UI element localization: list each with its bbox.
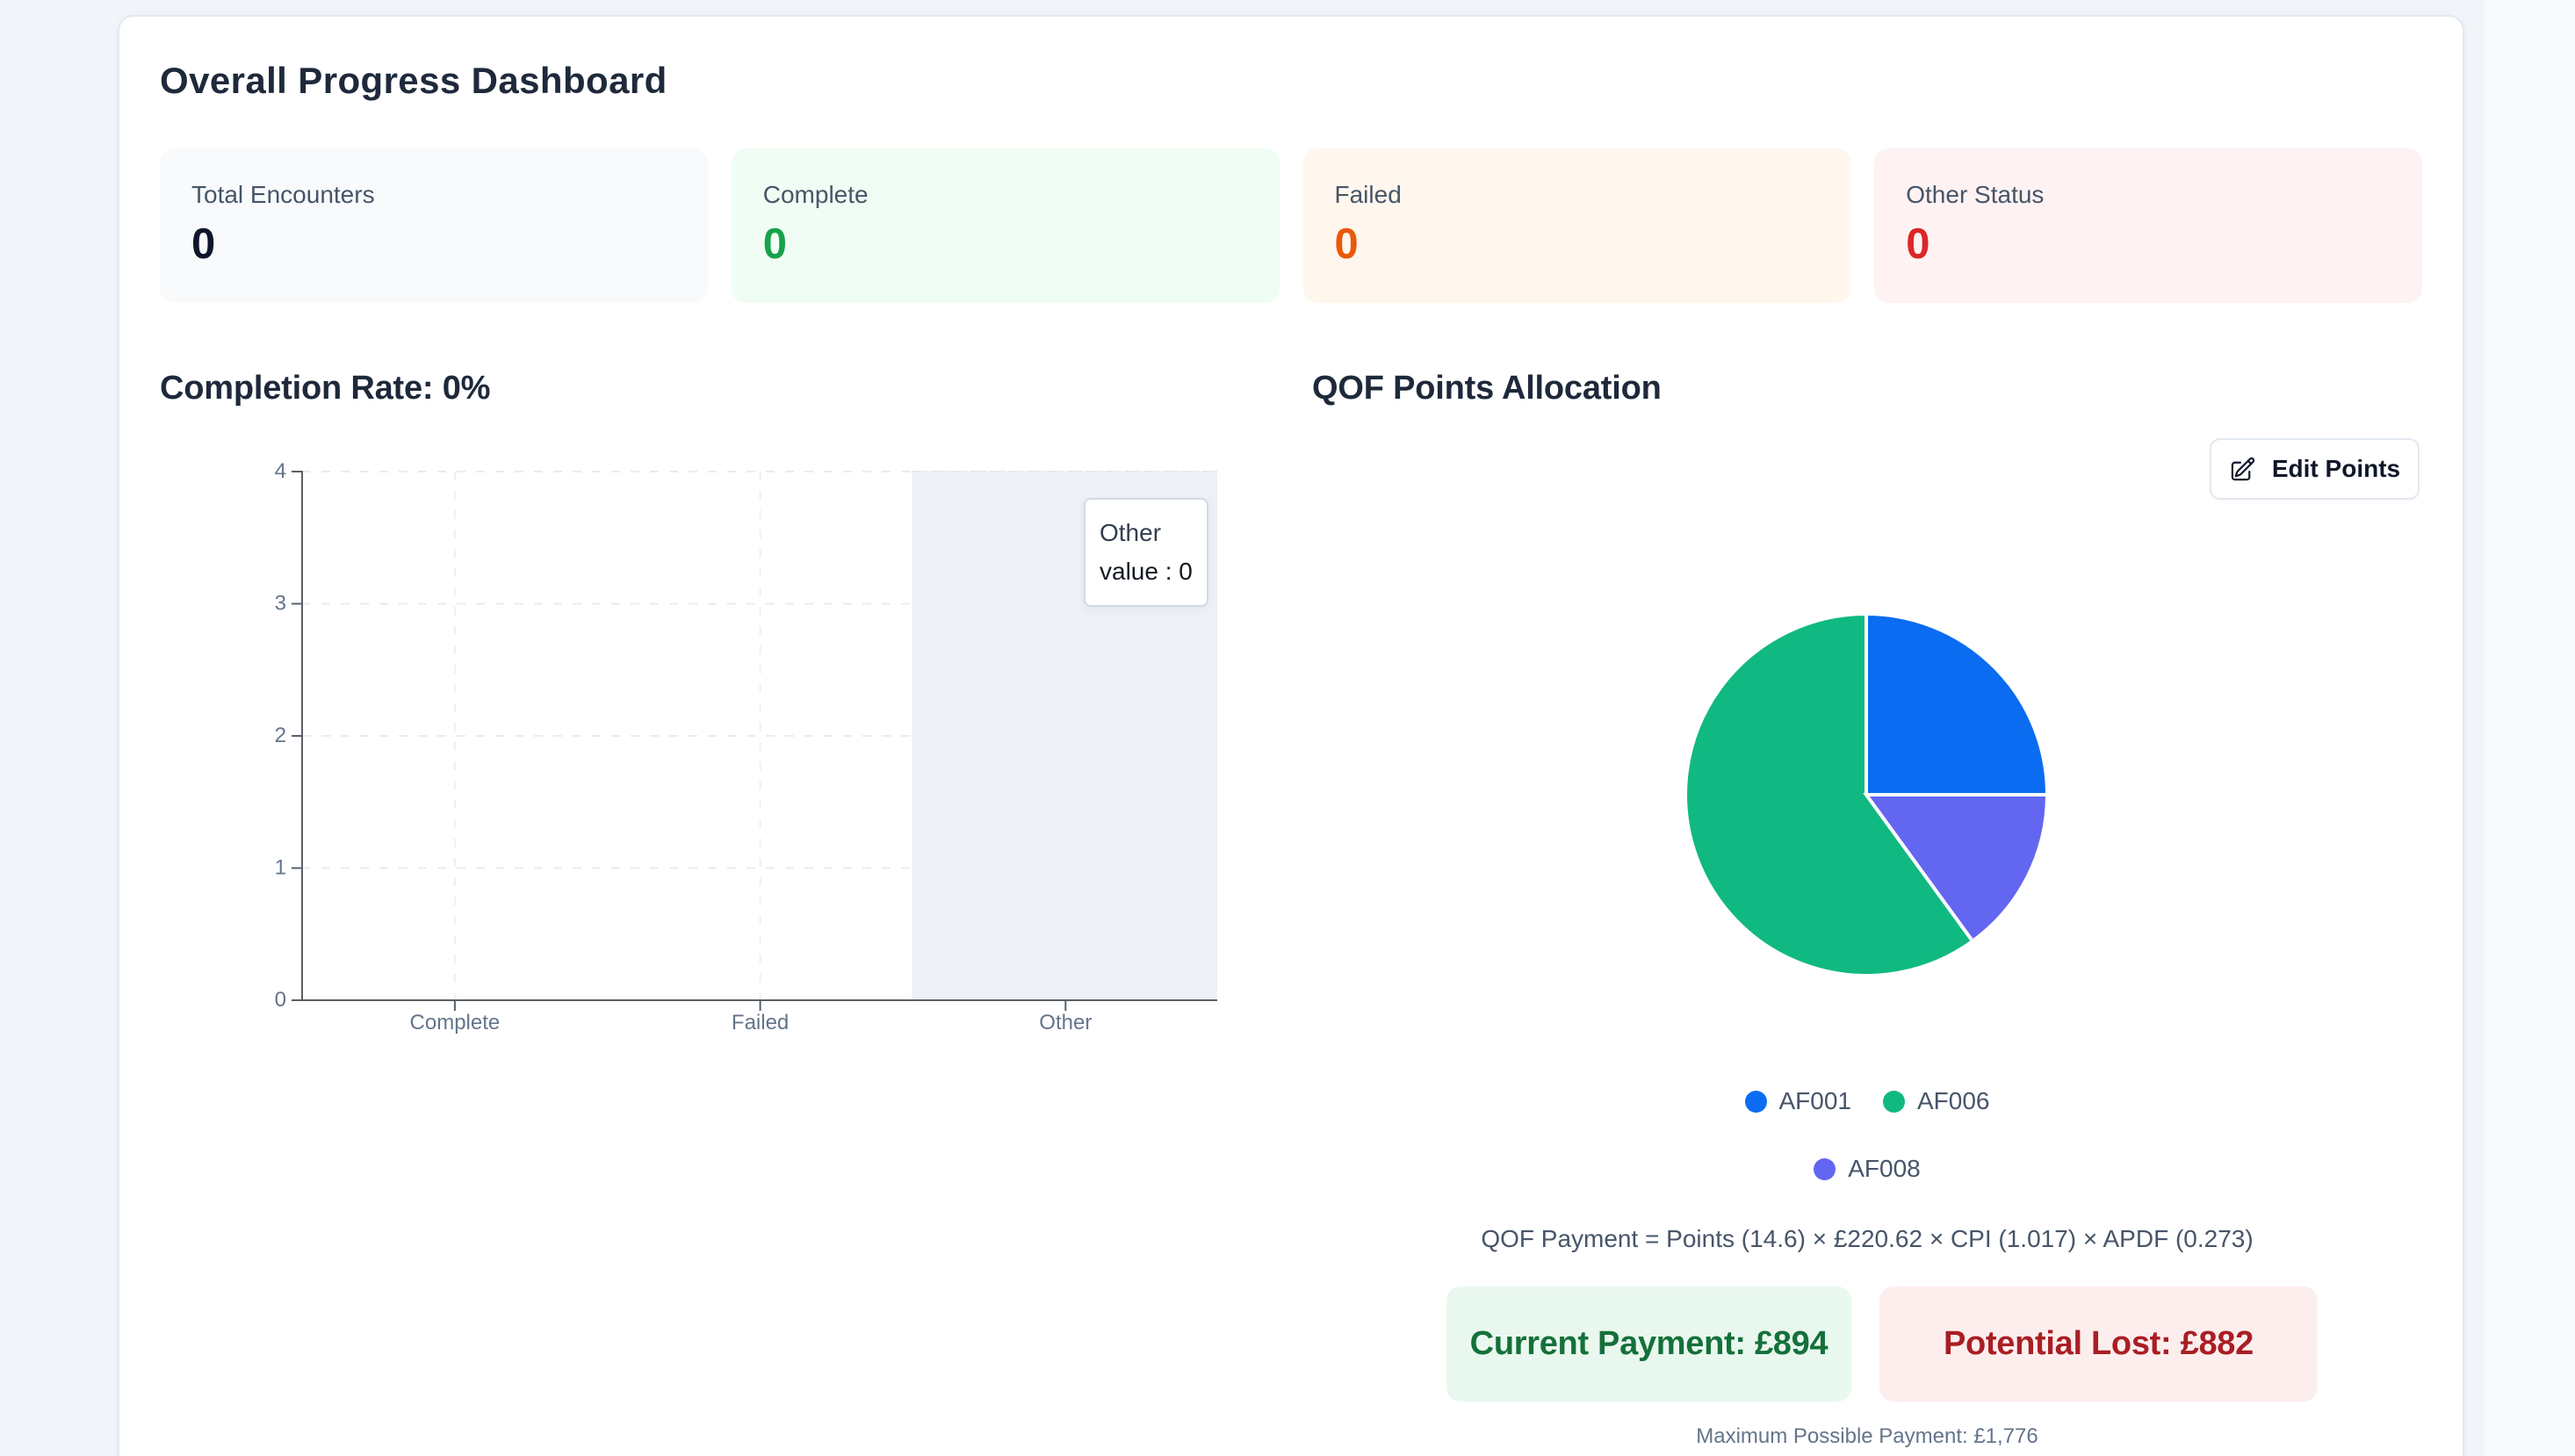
tooltip-category: Other xyxy=(1100,519,1162,546)
completion-rate-heading: Completion Rate: 0% xyxy=(160,370,491,407)
stat-value: 0 xyxy=(1906,220,1930,268)
stat-card-failed: Failed 0 xyxy=(1302,148,1851,303)
bar-x-axis-labels: Complete Failed Other xyxy=(410,1011,1093,1034)
svg-text:4: 4 xyxy=(275,459,286,483)
legend-label: AF006 xyxy=(1917,1087,1990,1114)
stats-row: Total Encounters 0 Complete 0 Failed 0 O… xyxy=(160,148,2422,303)
legend-item-af008[interactable]: AF008 xyxy=(1814,1151,1921,1186)
stat-label: Failed xyxy=(1334,181,1402,208)
svg-text:3: 3 xyxy=(275,592,286,616)
stat-label: Total Encounters xyxy=(191,181,375,208)
stat-card-complete: Complete 0 xyxy=(731,148,1280,303)
stat-value: 0 xyxy=(191,220,216,268)
pie-legend-row-2: AF008 xyxy=(1312,1151,2422,1186)
legend-dot-af008 xyxy=(1814,1157,1836,1180)
page-right-gutter xyxy=(2484,0,2575,1456)
legend-dot-af001 xyxy=(1744,1090,1767,1113)
bar-chart-tooltip: Other value : 0 xyxy=(1084,498,1208,607)
current-payment-box: Current Payment: £894 xyxy=(1446,1287,1851,1402)
page-title: Overall Progress Dashboard xyxy=(160,60,667,101)
svg-text:2: 2 xyxy=(275,724,286,747)
legend-item-af001[interactable]: AF001 xyxy=(1744,1084,1852,1119)
stat-card-total-encounters: Total Encounters 0 xyxy=(160,148,708,303)
stat-value: 0 xyxy=(1334,220,1359,268)
legend-label: AF008 xyxy=(1848,1155,1921,1182)
bar-y-axis-labels: 0 1 2 3 4 xyxy=(275,459,286,1012)
pie-slice-af001[interactable] xyxy=(1865,611,2050,796)
svg-text:0: 0 xyxy=(275,988,286,1012)
svg-text:1: 1 xyxy=(275,856,286,880)
pencil-square-icon xyxy=(2231,457,2254,480)
pie-slices xyxy=(1684,611,2050,977)
edit-points-label: Edit Points xyxy=(2271,455,2401,482)
legend-dot-af006 xyxy=(1883,1090,1905,1113)
svg-text:Complete: Complete xyxy=(410,1011,501,1034)
stat-label: Other Status xyxy=(1906,181,2045,208)
qof-pie-chart[interactable] xyxy=(1655,584,2077,1006)
dashboard-card: Overall Progress Dashboard Total Encount… xyxy=(118,15,2464,1456)
max-possible-payment: Maximum Possible Payment: £1,776 xyxy=(1696,1424,2038,1448)
legend-item-af006[interactable]: AF006 xyxy=(1883,1084,1990,1119)
payment-summary-row: Current Payment: £894 Potential Lost: £8… xyxy=(1327,1287,2437,1402)
qof-points-heading: QOF Points Allocation xyxy=(1312,370,1662,407)
pie-legend-row-1: AF001 AF006 xyxy=(1312,1084,2422,1119)
pie-slice-af008[interactable] xyxy=(1863,793,2050,944)
stat-label: Complete xyxy=(762,181,869,208)
edit-points-button[interactable]: Edit Points xyxy=(2210,438,2420,500)
qof-payment-formula: QOF Payment = Points (14.6) × £220.62 × … xyxy=(1481,1225,2254,1252)
legend-label: AF001 xyxy=(1778,1087,1852,1114)
stat-value: 0 xyxy=(762,220,788,268)
svg-text:Failed: Failed xyxy=(732,1011,789,1034)
pie-slice-af006[interactable] xyxy=(1684,611,1975,977)
stat-card-other-status: Other Status 0 xyxy=(1874,148,2422,303)
tooltip-value: value : 0 xyxy=(1100,558,1193,585)
potential-lost-box: Potential Lost: £882 xyxy=(1879,1287,2318,1402)
bar-axes xyxy=(292,471,1217,1011)
svg-text:Other: Other xyxy=(1039,1011,1092,1034)
